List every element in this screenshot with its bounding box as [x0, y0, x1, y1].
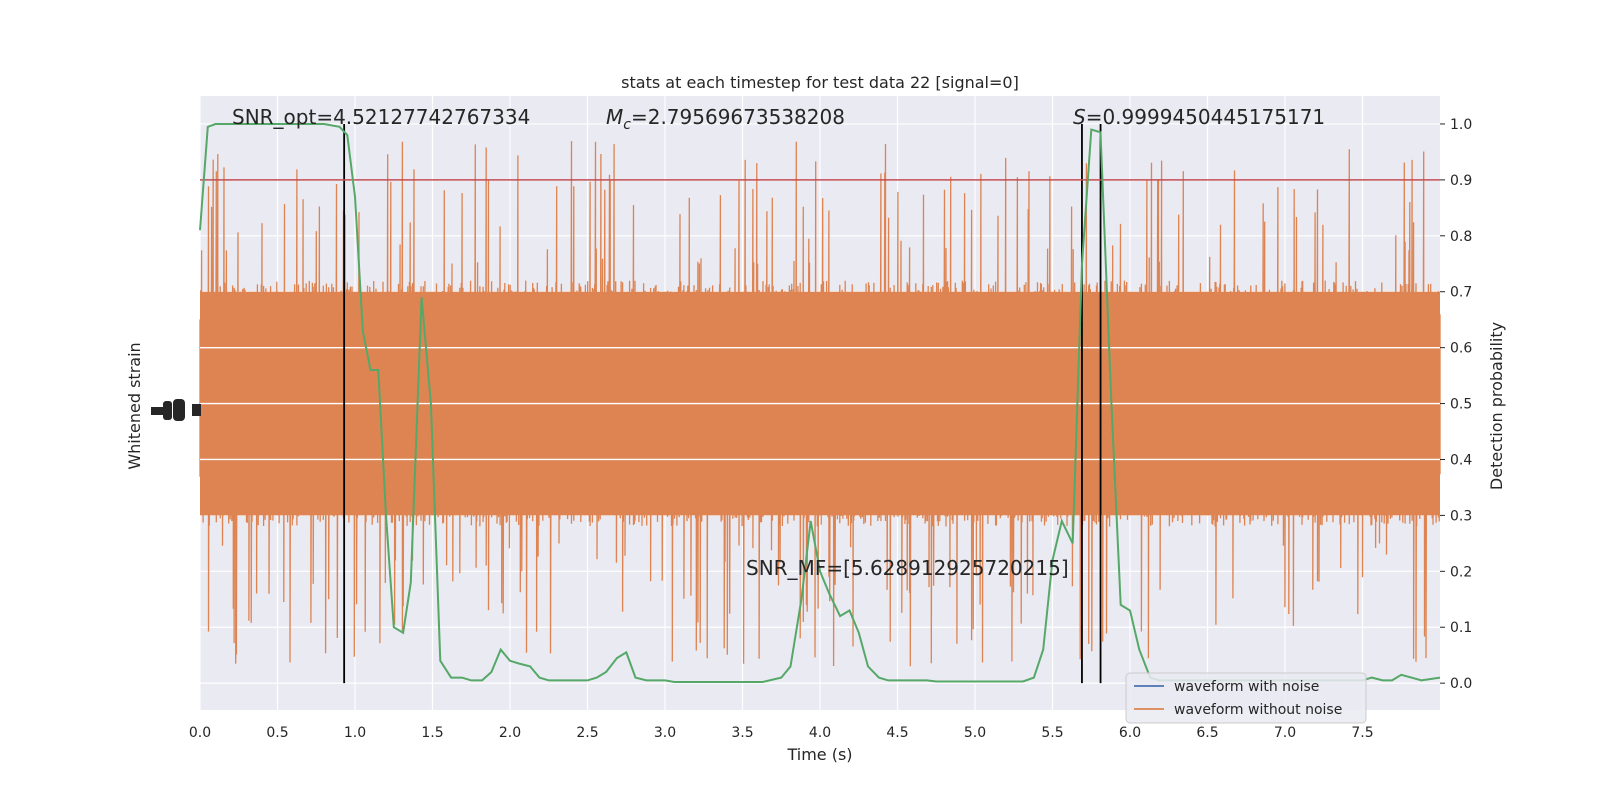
x-tick-label: 7.5: [1351, 725, 1373, 741]
y-right-axis-ticks: 0.0 0.1 0.2 0.3 0.4 0.5 0.6 0.7 0.8 0.9 1.0: [1440, 117, 1472, 692]
chart-title: stats at each timestep for test data 22 …: [621, 73, 1019, 92]
y-tick-label: 0.9: [1450, 173, 1472, 189]
plot-area: [199, 96, 1441, 710]
y-tick-label: 0.0: [1450, 676, 1472, 692]
x-tick-label: 7.0: [1274, 725, 1296, 741]
legend: waveform with noise waveform without noi…: [1125, 672, 1367, 724]
y-tick-label: 0.7: [1450, 285, 1472, 301]
x-axis-label: Time (s): [786, 745, 852, 764]
x-tick-label: 1.5: [421, 725, 443, 741]
x-tick-label: 1.0: [344, 725, 366, 741]
y-tick-label: 0.6: [1450, 341, 1472, 357]
x-tick-label: 4.5: [886, 725, 908, 741]
y-tick-label: 0.5: [1450, 397, 1472, 413]
x-tick-label: 3.5: [731, 725, 753, 741]
annotation-chirp-mass: Mc=2.79569673538208: [606, 105, 845, 133]
x-tick-label: 4.0: [809, 725, 831, 741]
x-tick-label: 3.0: [654, 725, 676, 741]
x-tick-label: 5.0: [964, 725, 986, 741]
y-tick-label: 0.3: [1450, 508, 1472, 524]
y-tick-label: 0.1: [1450, 620, 1472, 636]
x-tick-label: 0.0: [189, 725, 211, 741]
x-tick-label: 6.0: [1119, 725, 1141, 741]
legend-label-with-noise: waveform with noise: [1174, 679, 1319, 695]
y-tick-label: 0.8: [1450, 229, 1472, 245]
x-tick-label: 6.5: [1196, 725, 1218, 741]
legend-box: [1125, 672, 1367, 724]
annotation-snr-mf: SNR_MF=[5.628912925720215]: [746, 556, 1069, 580]
y-tick-label: 0.4: [1450, 452, 1472, 468]
y-left-axis-label: Whitened strain: [125, 342, 144, 469]
annotation-snr-opt: SNR_opt=4.52127742767334: [232, 105, 530, 129]
x-tick-label: 2.0: [499, 725, 521, 741]
left-axis-tick-clutter: [151, 399, 201, 421]
vertical-marker-lines: [343, 123, 1102, 684]
y-tick-label: 1.0: [1450, 117, 1472, 133]
x-axis-ticks: 0.0 0.5 1.0 1.5 2.0 2.5 3.0 3.5 4.0 4.5 5.0 5.5 6.0 6…: [189, 725, 1374, 741]
x-tick-label: 2.5: [576, 725, 598, 741]
y-tick-label: 0.2: [1450, 564, 1472, 580]
waveform-without-noise-series: [199, 141, 1441, 667]
y-right-axis-label: Detection probability: [1487, 322, 1506, 490]
legend-label-without-noise: waveform without noise: [1174, 702, 1342, 718]
annotation-s-statistic: S=0.9999450445175171: [1073, 105, 1325, 129]
x-tick-label: 0.5: [266, 725, 288, 741]
x-tick-label: 5.5: [1041, 725, 1063, 741]
noise-trace: [199, 141, 1441, 667]
